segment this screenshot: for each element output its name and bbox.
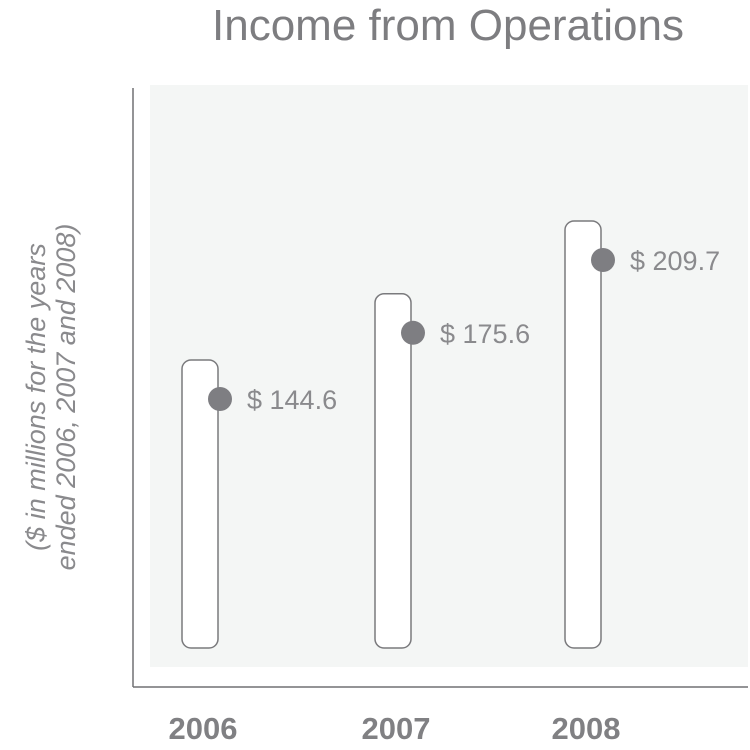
bar-marks: $ 144.6 $ 175.6 $ 209.7 [181,220,720,649]
x-tick-2008: 2008 [552,711,621,746]
plot-area [150,85,748,667]
data-point-2006 [208,387,232,411]
x-tick-2006: 2006 [169,711,238,746]
data-label-2006: $ 144.6 [247,385,337,415]
chart-title: Income from Operations [212,1,684,50]
y-axis-label-line-1: ($ in millions for the years [21,243,51,551]
y-axis-label: ($ in millions for the years ended 2006,… [21,224,81,571]
bar-2008 [564,220,602,649]
data-label-2008: $ 209.7 [630,246,720,276]
x-tick-labels: 2006 2007 2008 [169,711,621,746]
x-tick-2007: 2007 [362,711,431,746]
y-axis-label-line-2: ended 2006, 2007 and 2008) [51,224,81,571]
bar-2006 [181,359,219,649]
bar-2007 [374,293,412,649]
data-point-2008 [591,248,615,272]
data-point-2007 [401,320,425,345]
data-label-2007: $ 175.6 [440,319,530,349]
